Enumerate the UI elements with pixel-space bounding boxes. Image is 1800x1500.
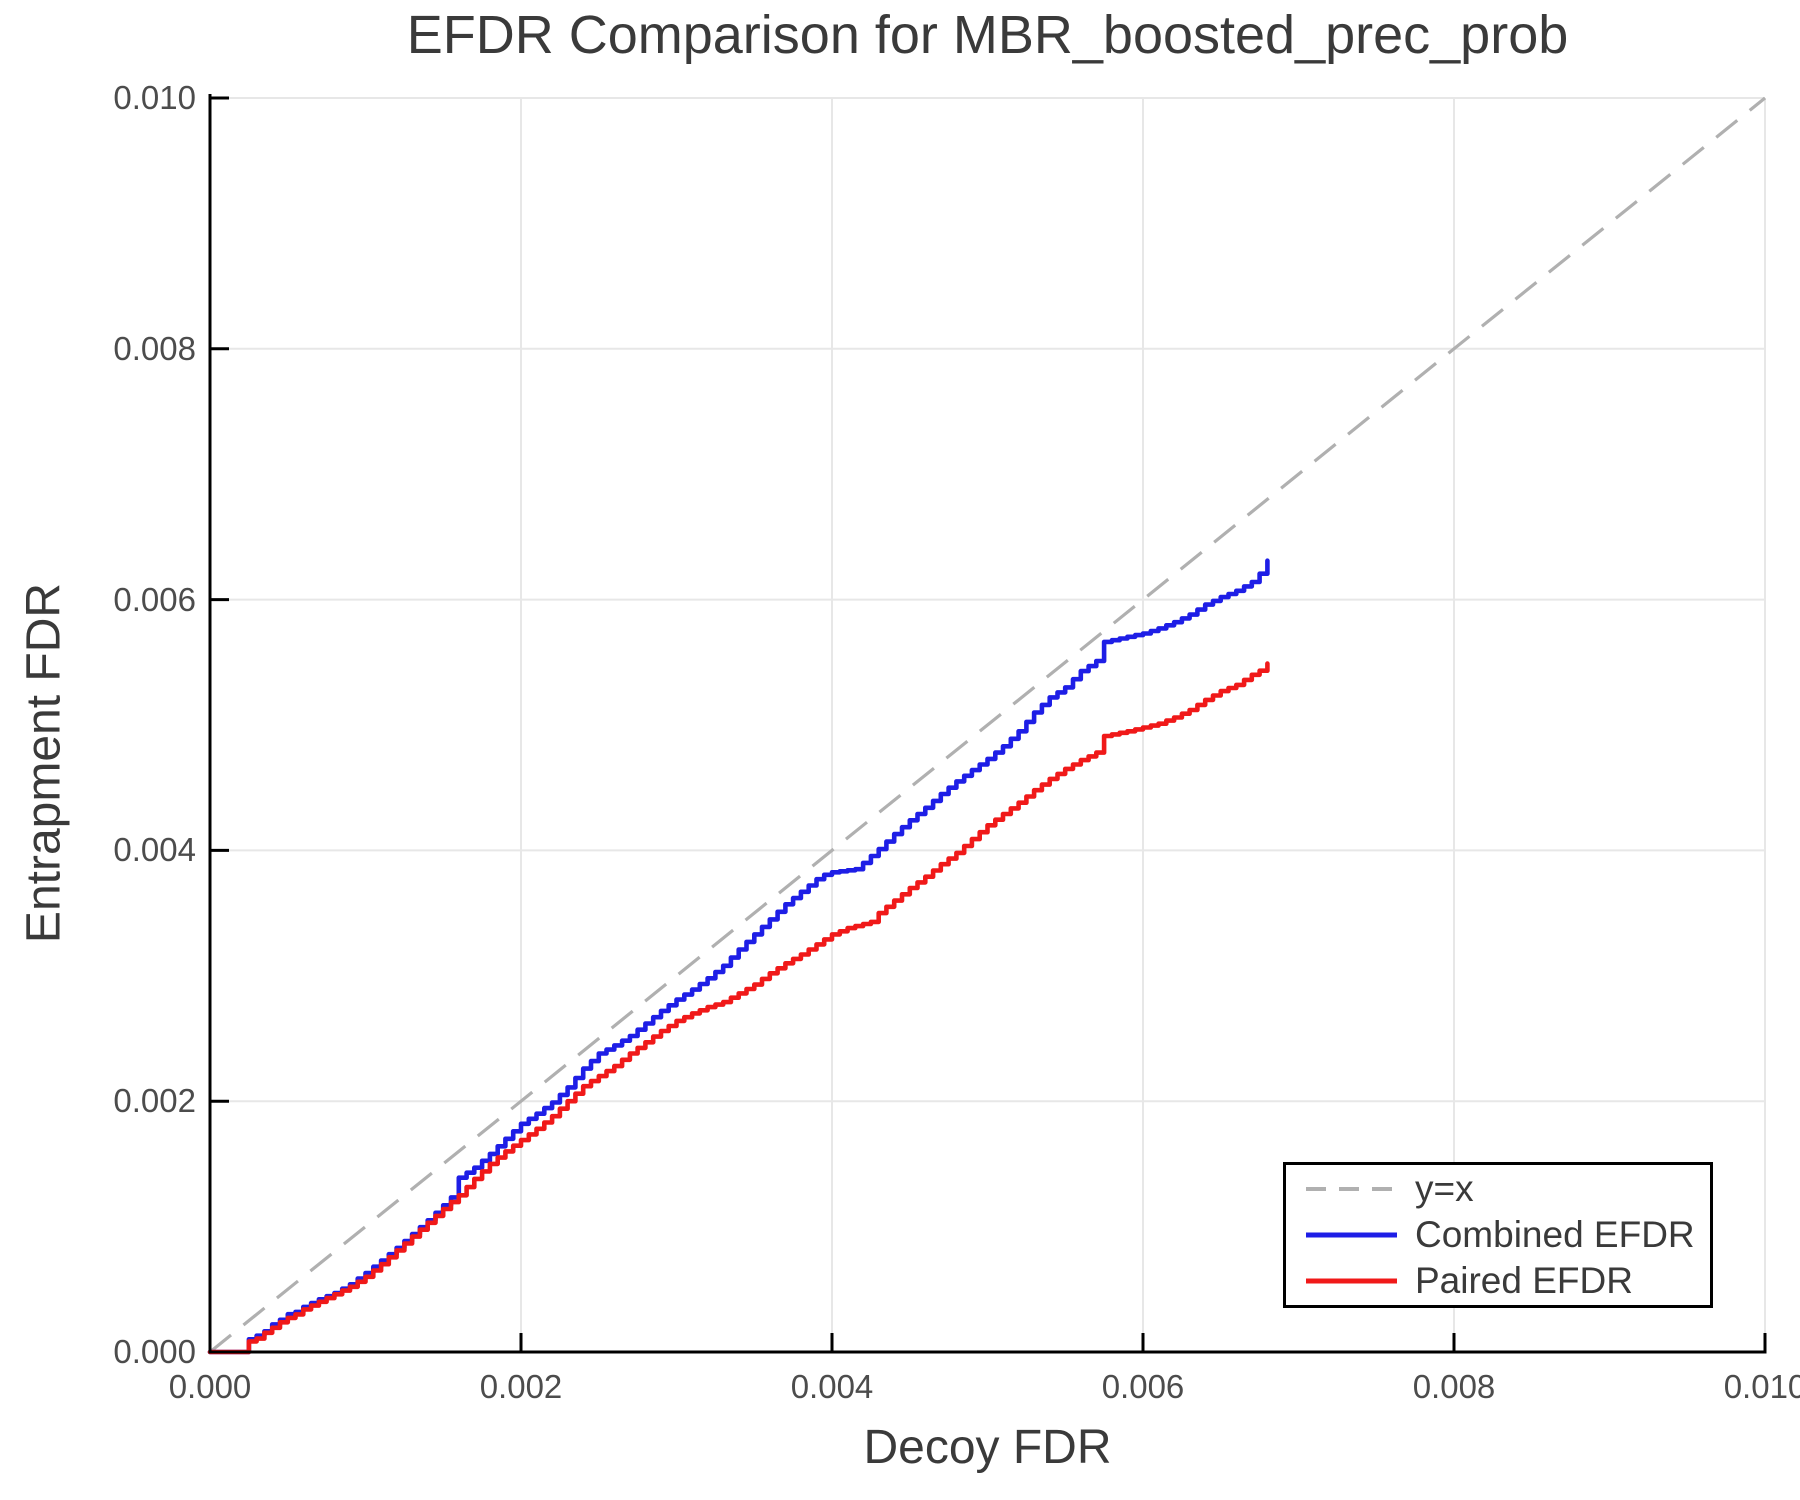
y-tick-label: 0.000 xyxy=(113,1333,196,1370)
y-axis-label: Entrapment FDR xyxy=(17,582,71,944)
legend-label-combined: Combined EFDR xyxy=(1415,1214,1695,1255)
legend-item-reference: y=x xyxy=(1304,1167,1710,1211)
legend-label-paired: Paired EFDR xyxy=(1415,1260,1633,1301)
x-tick-label: 0.006 xyxy=(1101,1368,1185,1405)
series-line-1 xyxy=(207,661,1270,1355)
chart-title: EFDR Comparison for MBR_boosted_prec_pro… xyxy=(406,5,1569,65)
legend-item-combined: Combined EFDR xyxy=(1304,1213,1710,1257)
x-tick-label: 0.008 xyxy=(1412,1368,1496,1405)
y-tick-label: 0.010 xyxy=(113,79,196,116)
x-tick-label: 0.002 xyxy=(479,1368,563,1405)
legend-box: y=x Combined EFDR Paired EFDR xyxy=(1283,1162,1713,1308)
blue-line-swatch xyxy=(1306,1232,1397,1238)
legend-item-paired: Paired EFDR xyxy=(1304,1259,1710,1303)
x-tick-label: 0.010 xyxy=(1723,1368,1800,1405)
reference-line xyxy=(208,96,1767,1354)
y-tick-label: 0.002 xyxy=(113,1082,196,1120)
x-axis-label: Decoy FDR xyxy=(863,1421,1112,1474)
legend-label-reference: y=x xyxy=(1415,1168,1474,1209)
dashed-line-swatch xyxy=(1306,1187,1397,1191)
x-tick-label: 0.000 xyxy=(168,1368,252,1405)
y-tick-label: 0.008 xyxy=(113,329,196,367)
series-line-0 xyxy=(207,558,1270,1355)
x-tick-label: 0.004 xyxy=(790,1368,874,1405)
red-line-swatch xyxy=(1306,1278,1397,1284)
y-tick-label: 0.006 xyxy=(113,580,196,618)
y-tick-label: 0.004 xyxy=(113,831,196,869)
